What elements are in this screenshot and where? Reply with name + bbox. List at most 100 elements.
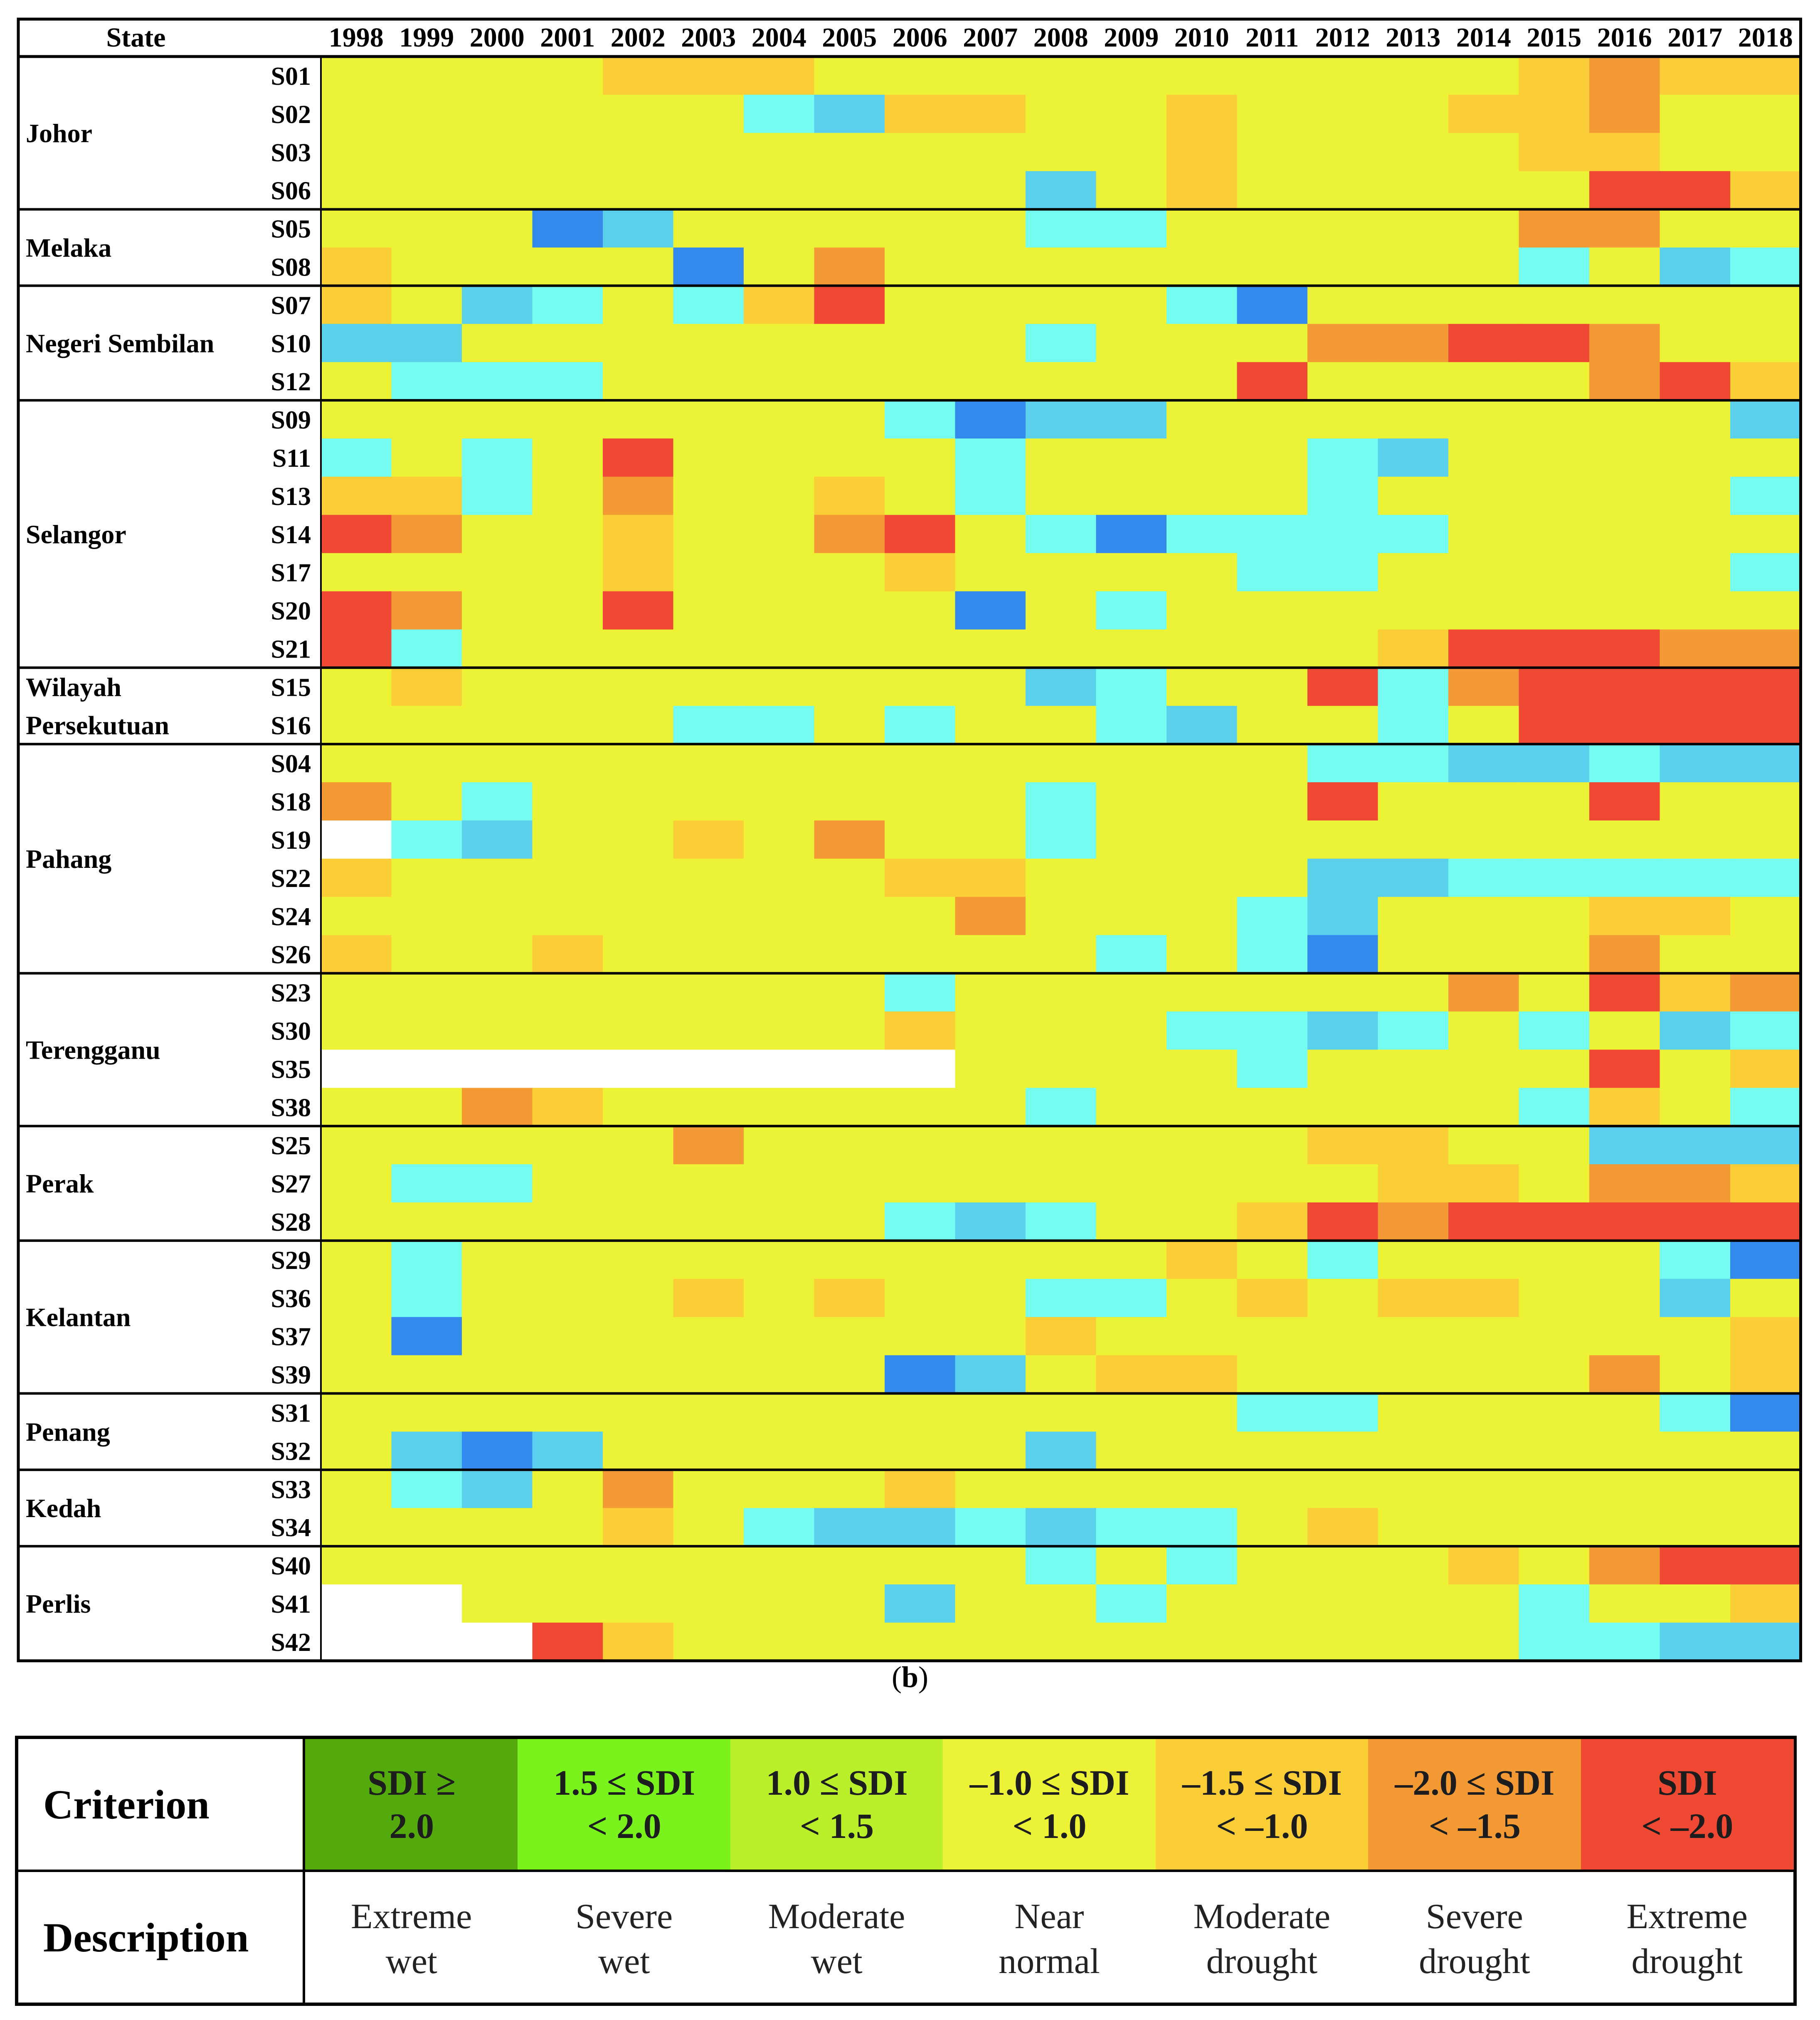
cell-S20-2018 <box>1730 591 1801 630</box>
station-label-S07: S07 <box>271 291 311 320</box>
cell-S17-2007 <box>955 553 1026 592</box>
cell-S24-2010 <box>1166 897 1238 936</box>
state-label-kelantan: Kelantan <box>26 1303 131 1332</box>
cell-S20-2007 <box>955 591 1026 630</box>
station-label-S41: S41 <box>271 1590 311 1618</box>
cell-S32-2009 <box>1096 1431 1167 1470</box>
cell-S28-2002 <box>603 1202 674 1241</box>
cell-S03-1998 <box>321 133 392 172</box>
cell-S39-2001 <box>532 1355 603 1394</box>
cell-S20-2001 <box>532 591 603 630</box>
cell-S28-2008 <box>1026 1202 1097 1241</box>
cell-S03-2004 <box>744 133 815 172</box>
cell-S13-2018 <box>1730 476 1801 515</box>
cell-S37-1999 <box>391 1317 462 1356</box>
cell-S42-2005 <box>814 1622 885 1661</box>
cell-S14-2004 <box>744 515 815 554</box>
cell-S13-2013 <box>1378 476 1449 515</box>
cell-S14-2013 <box>1378 515 1449 554</box>
cell-S18-2003 <box>673 782 744 821</box>
legend-criterion-text: 1.5 ≤ SDI < 2.0 <box>553 1761 695 1848</box>
cell-S25-2014 <box>1448 1126 1519 1165</box>
cell-S42-2003 <box>673 1622 744 1661</box>
caption-close-paren: ) <box>918 1660 928 1694</box>
cell-S10-2016 <box>1589 324 1660 362</box>
cell-S16-2007 <box>955 706 1026 744</box>
cell-S18-2007 <box>955 782 1026 821</box>
cell-S38-2018 <box>1730 1088 1801 1126</box>
cell-S32-2001 <box>532 1431 603 1470</box>
cell-S04-2005 <box>814 744 885 783</box>
cell-S34-2003 <box>673 1508 744 1547</box>
station-label-S34: S34 <box>271 1514 311 1542</box>
cell-S37-2015 <box>1519 1317 1590 1356</box>
cell-S39-2013 <box>1378 1355 1449 1394</box>
cell-S31-2004 <box>744 1393 815 1432</box>
state-label-perlis: Perlis <box>26 1589 91 1618</box>
cell-S20-2000 <box>462 591 533 630</box>
cell-S24-1999 <box>391 897 462 936</box>
cell-S26-2003 <box>673 935 744 974</box>
cell-S41-2000 <box>462 1584 533 1623</box>
cell-S40-2015 <box>1519 1546 1590 1585</box>
cell-S28-2006 <box>885 1202 956 1241</box>
cell-S03-2000 <box>462 133 533 172</box>
cell-S40-2014 <box>1448 1546 1519 1585</box>
cell-S22-2004 <box>744 858 815 897</box>
cell-S38-2001 <box>532 1088 603 1126</box>
cell-S25-2018 <box>1730 1126 1801 1165</box>
legend-criterion-text: SDI ≥2.0 <box>367 1761 456 1848</box>
station-label-S16: S16 <box>271 712 311 740</box>
state-label-perak: Perak <box>26 1169 94 1198</box>
cell-S16-2014 <box>1448 706 1519 744</box>
cell-S28-2010 <box>1166 1202 1238 1241</box>
station-label-S25: S25 <box>271 1132 311 1160</box>
cell-S31-2000 <box>462 1393 533 1432</box>
cell-S29-2005 <box>814 1240 885 1279</box>
cell-S29-2018 <box>1730 1240 1801 1279</box>
cell-S23-2008 <box>1026 973 1097 1012</box>
cell-S29-2011 <box>1237 1240 1308 1279</box>
cell-S36-2003 <box>673 1279 744 1318</box>
station-label-S36: S36 <box>271 1285 311 1313</box>
cell-S02-2008 <box>1026 94 1097 133</box>
cell-S38-2011 <box>1237 1088 1308 1126</box>
cell-S10-2013 <box>1378 324 1449 362</box>
cell-S27-2010 <box>1166 1164 1238 1203</box>
cell-S07-2007 <box>955 286 1026 324</box>
cell-S11-2000 <box>462 438 533 477</box>
cell-S03-2016 <box>1589 133 1660 172</box>
cell-S09-2009 <box>1096 400 1167 439</box>
cell-S25-1999 <box>391 1126 462 1165</box>
cell-S08-2017 <box>1660 247 1731 286</box>
cell-S34-2002 <box>603 1508 674 1547</box>
cell-S04-2000 <box>462 744 533 783</box>
cell-S39-2016 <box>1589 1355 1660 1394</box>
year-label-2004: 2004 <box>752 22 806 53</box>
cell-S33-2012 <box>1307 1470 1379 1508</box>
cell-S28-1998 <box>321 1202 392 1241</box>
cell-S10-2005 <box>814 324 885 362</box>
cell-S35-2002 <box>603 1049 674 1088</box>
cell-S35-2006 <box>885 1049 956 1088</box>
cell-S12-2003 <box>673 362 744 401</box>
cell-S20-2009 <box>1096 591 1167 630</box>
cell-S32-1999 <box>391 1431 462 1470</box>
cell-S21-2008 <box>1026 629 1097 668</box>
cell-S12-2006 <box>885 362 956 401</box>
legend-criterion-line1: 1.5 ≤ SDI <box>553 1763 695 1803</box>
cell-S17-2002 <box>603 553 674 592</box>
cell-S41-2004 <box>744 1584 815 1623</box>
cell-S07-2018 <box>1730 286 1801 324</box>
cell-S06-1998 <box>321 171 392 210</box>
cell-S42-2001 <box>532 1622 603 1661</box>
cell-S10-2004 <box>744 324 815 362</box>
cell-S24-2013 <box>1378 897 1449 936</box>
cell-S11-1999 <box>391 438 462 477</box>
legend-criterion-line1: –1.0 ≤ SDI <box>969 1763 1129 1803</box>
cell-S33-2001 <box>532 1470 603 1508</box>
cell-S39-2015 <box>1519 1355 1590 1394</box>
cell-S20-1999 <box>391 591 462 630</box>
cell-S11-2014 <box>1448 438 1519 477</box>
cell-S16-2017 <box>1660 706 1731 744</box>
